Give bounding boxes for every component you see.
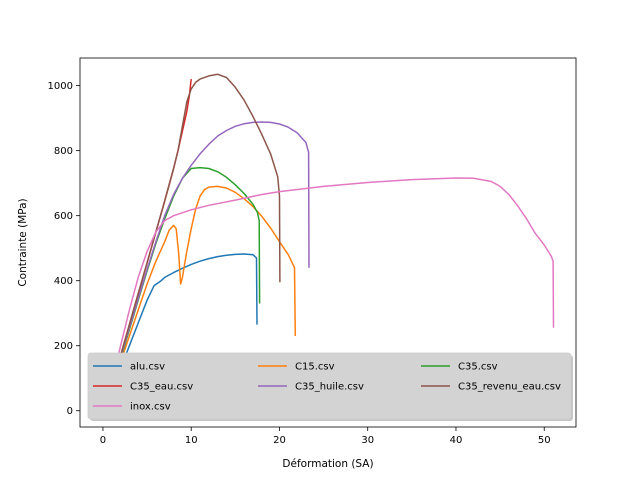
plot-frame — [79, 57, 577, 428]
x-tick-label-5: 50 — [538, 435, 551, 446]
legend-label-4: C35_huile.csv — [295, 382, 364, 393]
y-axis-label: Contrainte (MPa) — [17, 198, 29, 286]
legend-label-0: alu.csv — [130, 362, 165, 373]
x-axis: 0 10 20 30 40 50 — [100, 427, 551, 446]
legend-label-6: inox.csv — [130, 402, 171, 413]
x-tick-label-1: 10 — [185, 435, 198, 446]
y-tick-label-5: 1000 — [48, 81, 73, 92]
legend-label-2: C35.csv — [458, 362, 498, 373]
y-axis: 0 200 400 600 800 1000 — [48, 81, 80, 417]
y-tick-label-4: 800 — [54, 146, 73, 157]
legend-box — [87, 352, 572, 420]
x-tick-label-0: 0 — [100, 435, 106, 446]
legend-label-3: C35_eau.csv — [130, 382, 193, 393]
series-line-0 — [102, 253, 258, 412]
x-axis-label: Déformation (SA) — [282, 458, 373, 470]
x-tick-label-3: 30 — [361, 435, 374, 446]
x-tick-label-2: 20 — [273, 435, 286, 446]
x-tick-label-4: 40 — [450, 435, 463, 446]
series-layer — [102, 73, 555, 412]
legend: alu.csv C15.csv C35.csv C35_eau.csv C35_huil… — [87, 352, 573, 421]
series-line-1 — [102, 185, 297, 411]
y-tick-label-3: 600 — [54, 211, 73, 222]
legend-label-5: C35_revenu_eau.csv — [458, 382, 561, 393]
y-tick-label-1: 200 — [54, 341, 73, 352]
series-line-6 — [102, 177, 555, 411]
series-line-5 — [102, 73, 281, 411]
series-line-4 — [102, 121, 310, 411]
y-tick-label-2: 400 — [54, 276, 73, 287]
legend-label-1: C15.csv — [295, 362, 335, 373]
y-tick-label-0: 0 — [67, 406, 73, 417]
